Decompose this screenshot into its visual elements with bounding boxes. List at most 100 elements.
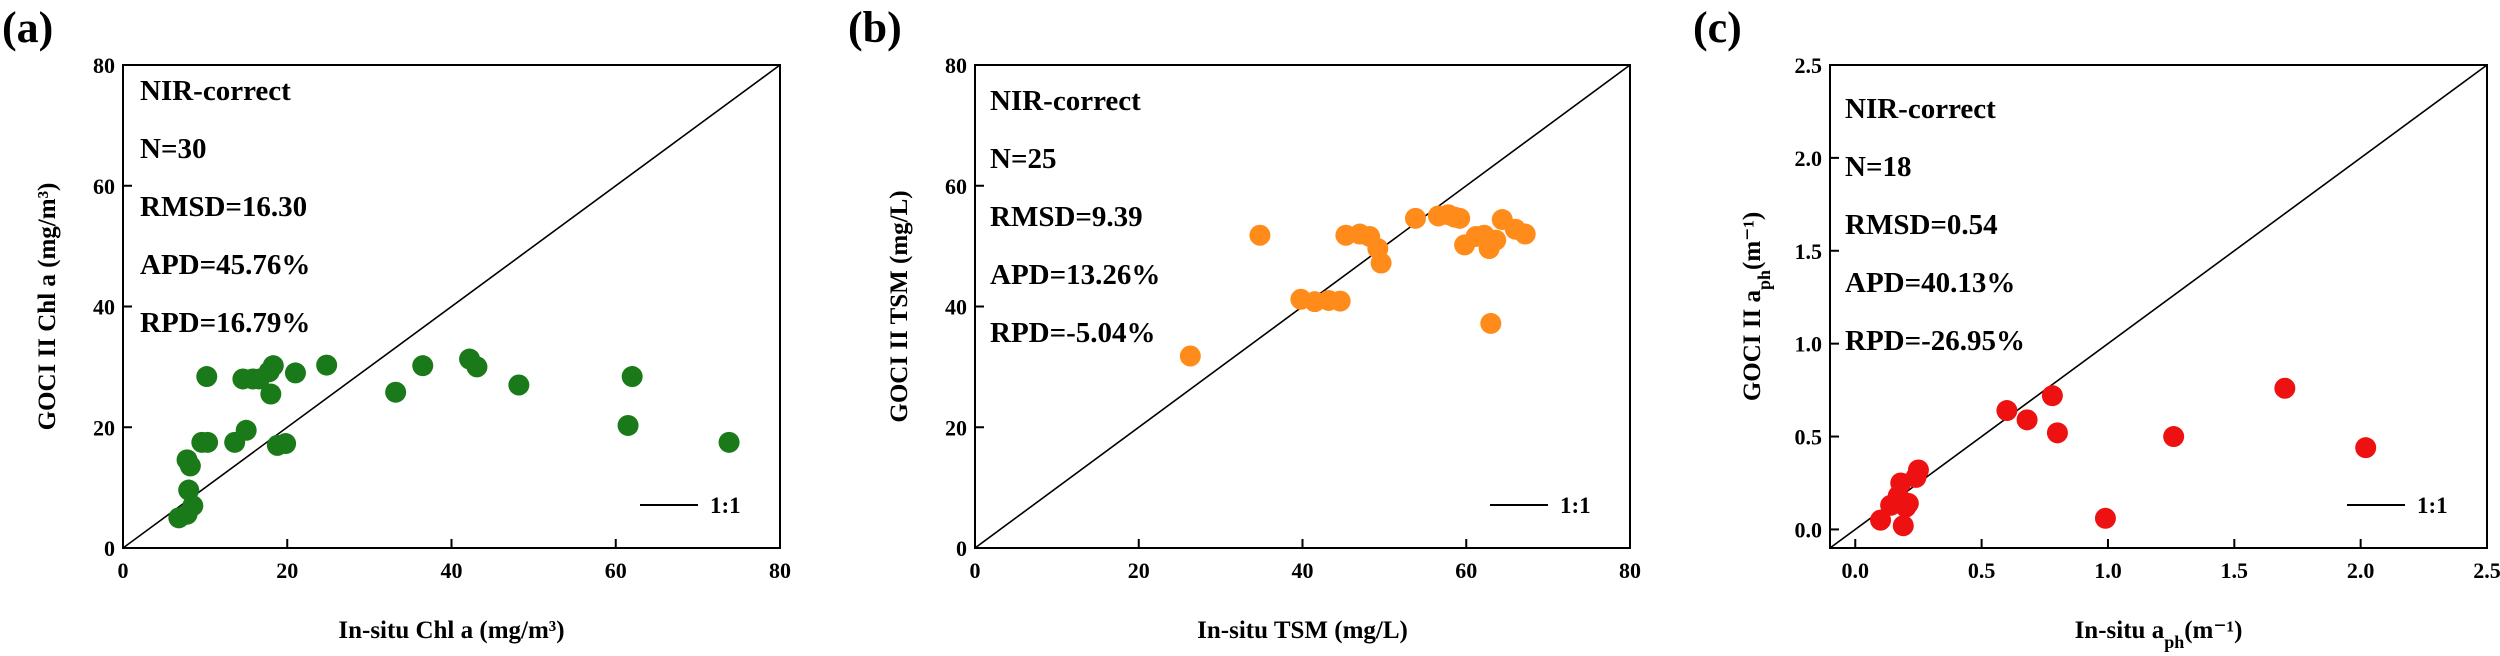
- y-tick-label: 20: [93, 415, 115, 440]
- x-tick-label: 0: [118, 558, 129, 583]
- data-point: [2094, 507, 2116, 529]
- legend-label: 1:1: [2417, 493, 2448, 518]
- stat-line: RPD=16.79%: [140, 307, 310, 339]
- data-point: [1485, 229, 1507, 251]
- y-tick-label: 40: [945, 295, 967, 320]
- panel-label: (a): [2, 3, 53, 52]
- x-tick-label: 0.0: [1842, 558, 1870, 583]
- data-point: [182, 495, 204, 517]
- y-axis-label: GOCI II Chl a (mg/m³): [34, 183, 61, 431]
- y-tick-label: 0.0: [1795, 517, 1823, 542]
- data-point: [2274, 377, 2296, 399]
- stat-line: RMSD=16.30: [140, 191, 307, 223]
- stat-line: NIR-correct: [1845, 93, 1996, 125]
- data-point: [1514, 223, 1536, 245]
- panel-c: 0.0 0.5 1.0 1.5 2.0 2.5 0.0 0.5 1.0 1.5 2.0 2.5 In-s…: [1693, 3, 2500, 652]
- data-point: [1907, 459, 1929, 481]
- data-point: [197, 431, 219, 453]
- y-tick-label: 1.0: [1795, 332, 1823, 357]
- stat-line: RMSD=9.39: [990, 201, 1143, 233]
- data-point: [260, 383, 282, 405]
- y-tick-label: 2.0: [1795, 146, 1823, 171]
- x-axis-label: In-situ TSM (mg/L): [1197, 617, 1408, 644]
- y-tick-label: 1.5: [1795, 239, 1823, 264]
- y-tick-label: 2.5: [1795, 53, 1823, 78]
- x-tick-label: 0: [970, 558, 981, 583]
- x-tick-label: 1.5: [2221, 558, 2249, 583]
- data-point: [316, 354, 338, 376]
- stat-line: NIR-correct: [140, 75, 291, 107]
- data-point: [385, 381, 407, 403]
- x-tick-label: 60: [1455, 558, 1477, 583]
- data-point: [2041, 385, 2063, 407]
- x-tick-label: 1.0: [2094, 558, 2122, 583]
- data-point: [1892, 515, 1914, 537]
- data-point: [2016, 409, 2038, 431]
- data-point: [1449, 207, 1471, 229]
- data-point: [2355, 437, 2377, 459]
- one-to-one-line: [123, 65, 780, 548]
- data-point: [466, 356, 488, 378]
- panel-b: 0 20 40 60 80 0 20 40 60 80 In-situ TSM (mg/L) GOCI…: [848, 3, 1641, 644]
- data-point: [1870, 509, 1892, 531]
- y-tick-label: 0.5: [1795, 425, 1823, 450]
- data-point: [1996, 400, 2018, 422]
- data-point: [1480, 312, 1502, 334]
- x-tick-label: 80: [1619, 558, 1641, 583]
- one-to-one-line: [1830, 65, 2487, 548]
- data-point: [196, 366, 218, 388]
- data-point: [1179, 345, 1201, 367]
- data-point: [508, 374, 530, 396]
- stat-line: NIR-correct: [990, 85, 1141, 117]
- x-tick-label: 2.5: [2473, 558, 2500, 583]
- panel-a: 0 20 40 60 80 0 20 40 60 80 In-situ Chl a (mg/m³) G…: [2, 3, 791, 644]
- data-point: [178, 479, 200, 501]
- x-tick-label: 60: [605, 558, 627, 583]
- y-tick-label: 0: [956, 536, 967, 561]
- legend-label: 1:1: [1560, 493, 1591, 518]
- stat-line: APD=40.13%: [1845, 267, 2015, 299]
- data-point: [176, 449, 198, 471]
- stat-line: RMSD=0.54: [1845, 209, 1998, 241]
- stat-line: N=25: [990, 143, 1056, 175]
- x-tick-label: 20: [276, 558, 298, 583]
- y-tick-label: 60: [945, 174, 967, 199]
- data-point: [2046, 422, 2068, 444]
- data-point: [1897, 492, 1919, 514]
- y-tick-label: 40: [93, 295, 115, 320]
- y-axis-label: GOCI II TSM (mg/L): [886, 190, 913, 422]
- x-axis-label: In-situ Chl a (mg/m³): [338, 617, 564, 644]
- data-point: [1249, 224, 1271, 246]
- data-point: [412, 355, 434, 377]
- data-point: [275, 433, 297, 455]
- x-tick-label: 40: [441, 558, 463, 583]
- x-axis-label: In-situ aph(m⁻¹): [2075, 617, 2243, 652]
- y-tick-label: 60: [93, 174, 115, 199]
- y-tick-label: 0: [104, 536, 115, 561]
- plot-frame: [1829, 64, 2488, 549]
- stat-line: RPD=-5.04%: [990, 317, 1156, 349]
- x-tick-label: 0.5: [1968, 558, 1996, 583]
- data-point: [262, 355, 284, 377]
- data-point: [1370, 252, 1392, 274]
- x-tick-label: 2.0: [2347, 558, 2375, 583]
- y-tick-label: 20: [945, 415, 967, 440]
- data-point: [235, 419, 257, 441]
- data-point: [621, 366, 643, 388]
- panel-label: (b): [848, 3, 902, 52]
- data-point: [718, 431, 740, 453]
- data-point: [1329, 290, 1351, 312]
- stat-line: N=18: [1845, 151, 1911, 183]
- stat-line: APD=13.26%: [990, 259, 1160, 291]
- legend-label: 1:1: [710, 493, 741, 518]
- y-tick-label: 80: [945, 53, 967, 78]
- panel-label: (c): [1693, 3, 1742, 52]
- y-tick-label: 80: [93, 53, 115, 78]
- x-tick-label: 40: [1292, 558, 1314, 583]
- stat-line: N=30: [140, 133, 206, 165]
- data-point: [2163, 426, 2185, 448]
- x-tick-label: 80: [769, 558, 791, 583]
- stat-line: RPD=-26.95%: [1845, 325, 2025, 357]
- data-point: [1404, 207, 1426, 229]
